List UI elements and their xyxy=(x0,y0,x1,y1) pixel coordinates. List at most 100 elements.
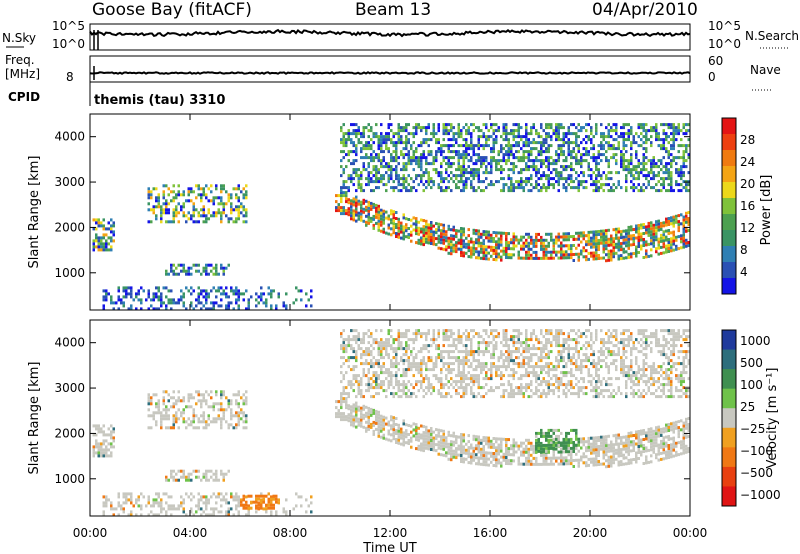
power-cell xyxy=(422,174,425,178)
power-cell xyxy=(457,156,460,160)
power-cell xyxy=(230,289,233,293)
power-cell xyxy=(385,216,388,220)
power-cell xyxy=(465,150,468,154)
power-cell xyxy=(615,159,618,163)
power-cell xyxy=(507,244,510,248)
power-cell xyxy=(117,286,120,290)
power-cell xyxy=(542,129,545,133)
power-cell xyxy=(650,242,653,246)
velocity-cell xyxy=(530,444,533,448)
velocity-cell xyxy=(600,441,603,445)
power-cell xyxy=(650,141,653,145)
power-cell xyxy=(635,245,638,249)
power-cell xyxy=(530,165,533,169)
power-cell xyxy=(440,165,443,169)
power-cell xyxy=(437,222,440,226)
power-cell xyxy=(565,186,568,190)
power-cell xyxy=(357,174,360,178)
power-cell xyxy=(667,238,670,241)
velocity-cell xyxy=(547,456,550,460)
power-cell xyxy=(567,235,570,239)
power-cell xyxy=(532,186,535,190)
power-cell xyxy=(677,150,680,154)
power-cell xyxy=(412,180,415,184)
velocity-cell xyxy=(585,455,588,459)
velocity-cell xyxy=(455,453,458,457)
power-cell xyxy=(492,159,495,163)
power-cell xyxy=(237,292,240,296)
velocity-cell xyxy=(525,447,528,451)
power-cell xyxy=(657,240,660,244)
velocity-cell xyxy=(210,475,213,479)
velocity-cell xyxy=(210,469,213,473)
velocity-cell xyxy=(602,438,605,442)
power-cell xyxy=(527,153,530,157)
power-cell xyxy=(107,242,110,246)
velocity-cell xyxy=(682,427,685,431)
power-cell xyxy=(517,241,520,245)
velocity-cell xyxy=(227,423,230,427)
velocity-cell xyxy=(377,374,380,378)
power-cell xyxy=(600,144,603,148)
power-cell xyxy=(665,223,668,227)
power-cell xyxy=(340,159,343,163)
power-cell xyxy=(362,162,365,166)
power-cell xyxy=(222,269,225,273)
power-cell xyxy=(507,168,510,172)
power-cell xyxy=(377,147,380,151)
power-cell xyxy=(452,126,455,130)
velocity-cell xyxy=(480,462,483,466)
velocity-cell xyxy=(245,420,248,424)
velocity-cell xyxy=(127,492,130,496)
power-cell xyxy=(185,272,188,276)
velocity-cell xyxy=(182,507,185,511)
velocity-cell xyxy=(660,451,663,455)
velocity-cell xyxy=(602,435,605,439)
power-cell xyxy=(622,241,625,245)
velocity-cell xyxy=(220,396,223,400)
power-cell xyxy=(682,123,685,127)
power-cell xyxy=(215,187,218,191)
power-cell xyxy=(485,230,488,234)
power-cell xyxy=(650,239,653,243)
power-cell xyxy=(405,229,408,233)
power-cell xyxy=(345,132,348,136)
power-cell xyxy=(260,292,263,296)
power-cell xyxy=(470,123,473,127)
power-cell xyxy=(490,150,493,154)
velocity-cell xyxy=(187,423,190,427)
power-cell xyxy=(510,129,513,133)
power-cell xyxy=(630,186,633,190)
velocity-cell xyxy=(552,450,555,454)
power-cell xyxy=(467,255,470,259)
velocity-cell xyxy=(157,504,160,508)
velocity-cell xyxy=(202,501,205,505)
power-cell xyxy=(510,256,513,260)
power-cell xyxy=(545,256,548,260)
power-cell xyxy=(435,228,438,232)
power-cell xyxy=(397,183,400,187)
velocity-cell xyxy=(162,408,165,412)
power-cell xyxy=(515,244,518,248)
power-cell xyxy=(427,162,430,166)
velocity-cell xyxy=(212,408,215,412)
velocity-cell xyxy=(182,420,185,424)
power-cell xyxy=(505,232,508,235)
velocity-cell xyxy=(392,428,395,432)
velocity-cell xyxy=(350,417,353,421)
velocity-cell xyxy=(202,393,205,397)
velocity-cell xyxy=(595,439,598,443)
power-cell xyxy=(207,187,210,191)
power-cell xyxy=(670,144,673,148)
power-cell xyxy=(242,298,245,302)
power-cell xyxy=(225,307,228,311)
power-cell xyxy=(632,228,635,231)
power-cell xyxy=(542,171,545,175)
power-cell xyxy=(335,194,338,198)
power-cell xyxy=(425,240,428,244)
power-cell xyxy=(652,156,655,160)
power-cell xyxy=(560,153,563,157)
power-cell xyxy=(417,174,420,178)
velocity-cell xyxy=(195,475,198,479)
power-cell xyxy=(365,199,368,203)
